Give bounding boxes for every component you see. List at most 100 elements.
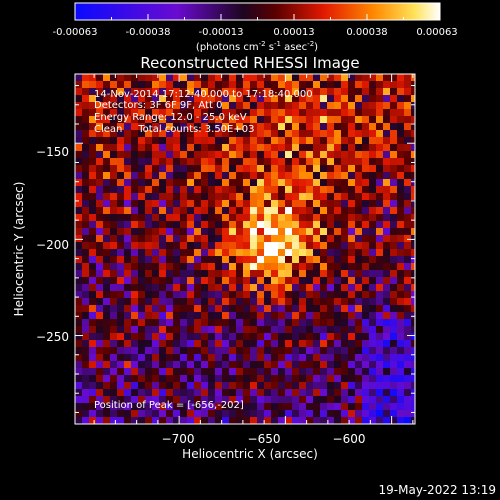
heatmap-cell (404, 389, 412, 397)
heatmap-cell (376, 389, 384, 397)
heatmap-cell (229, 417, 237, 424)
heatmap-cell (383, 298, 391, 306)
heatmap-cell (131, 361, 139, 369)
heatmap-cell (138, 207, 146, 215)
heatmap-cell (306, 242, 314, 250)
heatmap-cell (117, 95, 125, 103)
heatmap-cell (271, 256, 279, 264)
heatmap-cell (215, 312, 223, 320)
heatmap-cell (285, 417, 293, 424)
heatmap-cell (96, 74, 104, 82)
heatmap-cell (208, 326, 216, 334)
heatmap-cell (166, 151, 174, 159)
heatmap-cell (187, 277, 195, 285)
heatmap-cell (285, 221, 293, 229)
heatmap-cell (313, 151, 321, 159)
heatmap-cell (390, 235, 398, 243)
heatmap-cell (271, 144, 279, 152)
heatmap-cell (355, 81, 363, 89)
heatmap-cell (236, 228, 244, 236)
heatmap-cell (285, 137, 293, 145)
heatmap-cell (411, 263, 415, 271)
heatmap-cell (208, 340, 216, 348)
heatmap-cell (411, 214, 415, 222)
heatmap-cell (278, 228, 286, 236)
heatmap-cell (222, 340, 230, 348)
heatmap-cell (369, 158, 377, 166)
heatmap-cell (117, 284, 125, 292)
heatmap-cell (173, 207, 181, 215)
heatmap-cell (173, 256, 181, 264)
heatmap-cell (96, 144, 104, 152)
heatmap-cell (82, 298, 90, 306)
heatmap-cell (194, 298, 202, 306)
heatmap-cell (257, 242, 265, 250)
heatmap-cell (180, 165, 188, 173)
heatmap-cell (306, 109, 314, 117)
heatmap-cell (411, 95, 415, 103)
heatmap-cell (313, 130, 321, 138)
heatmap-cell (103, 165, 111, 173)
heatmap-cell (404, 214, 412, 222)
heatmap-cell (320, 81, 328, 89)
heatmap-cell (215, 368, 223, 376)
heatmap-cell (299, 410, 307, 418)
heatmap-cell (383, 123, 391, 131)
heatmap-cell (236, 102, 244, 110)
heatmap-cell (306, 417, 314, 424)
heatmap-cell (187, 158, 195, 166)
heatmap-cell (166, 361, 174, 369)
heatmap-cell (313, 368, 321, 376)
heatmap-cell (327, 347, 335, 355)
heatmap-cell (75, 382, 83, 390)
heatmap-cell (131, 410, 139, 418)
heatmap-cell (201, 130, 209, 138)
heatmap-cell (138, 235, 146, 243)
heatmap-cell (201, 242, 209, 250)
heatmap-cell (348, 228, 356, 236)
heatmap-cell (313, 242, 321, 250)
heatmap-cell (404, 361, 412, 369)
heatmap-cell (96, 396, 104, 404)
heatmap-cell (271, 354, 279, 362)
heatmap-cell (117, 319, 125, 327)
heatmap-cell (194, 284, 202, 292)
heatmap-cell (96, 242, 104, 250)
heatmap-cell (348, 305, 356, 313)
heatmap-cell (306, 291, 314, 299)
heatmap-cell (334, 375, 342, 383)
heatmap-cell (236, 186, 244, 194)
heatmap-cell (222, 158, 230, 166)
heatmap-cell (166, 158, 174, 166)
heatmap-cell (110, 396, 118, 404)
heatmap-cell (404, 74, 412, 82)
heatmap-cell (327, 298, 335, 306)
heatmap-cell (222, 396, 230, 404)
heatmap-cell (75, 165, 83, 173)
heatmap-cell (187, 291, 195, 299)
heatmap-cell (208, 368, 216, 376)
heatmap-cell (75, 81, 83, 89)
heatmap-cell (327, 158, 335, 166)
heatmap-cell (250, 319, 258, 327)
heatmap-cell (250, 123, 258, 131)
heatmap-cell (82, 417, 90, 424)
heatmap-cell (159, 102, 167, 110)
heatmap-cell (131, 298, 139, 306)
heatmap-cell (397, 109, 405, 117)
heatmap-cell (278, 214, 286, 222)
heatmap-cell (369, 347, 377, 355)
colorbar-tick-label: 0.00038 (346, 27, 387, 38)
heatmap-cell (103, 312, 111, 320)
heatmap-cell (257, 116, 265, 124)
heatmap-cell (390, 165, 398, 173)
heatmap-cell (145, 277, 153, 285)
heatmap-cell (138, 102, 146, 110)
heatmap-cell (110, 326, 118, 334)
heatmap-cell (264, 95, 272, 103)
heatmap-cell (159, 333, 167, 341)
heatmap-cell (117, 382, 125, 390)
heatmap-cell (348, 333, 356, 341)
heatmap-cell (278, 116, 286, 124)
heatmap-cell (208, 179, 216, 187)
